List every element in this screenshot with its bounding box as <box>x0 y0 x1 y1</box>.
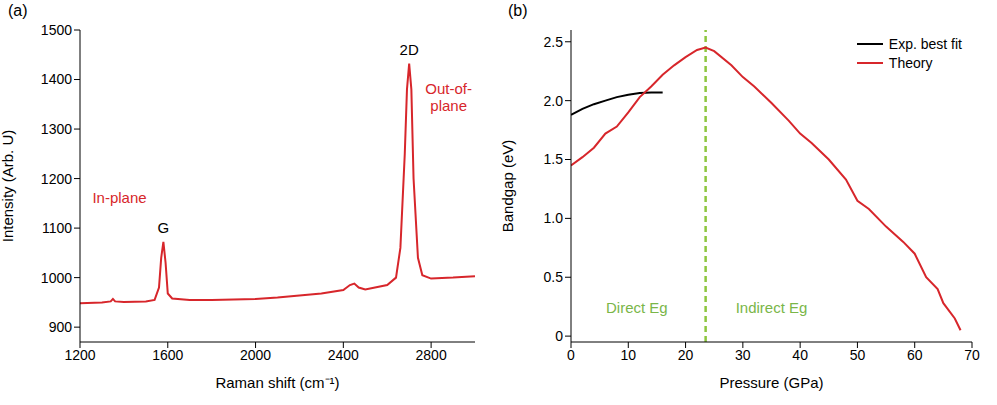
svg-text:Out-of-plane: Out-of-plane <box>425 80 472 114</box>
svg-text:1100: 1100 <box>42 220 72 236</box>
svg-text:Intensity (Arb. U): Intensity (Arb. U) <box>0 130 16 243</box>
svg-text:Bandgap (eV): Bandgap (eV) <box>500 140 516 233</box>
html-text:Theory: Theory <box>888 55 933 71</box>
svg-text:In-plane: In-plane <box>92 189 146 206</box>
svg-text:0.5: 0.5 <box>544 269 564 285</box>
svg-text:50: 50 <box>850 347 866 363</box>
svg-text:10: 10 <box>620 347 636 363</box>
svg-text:1500: 1500 <box>41 22 72 38</box>
svg-text:G: G <box>158 219 170 236</box>
svg-text:1400: 1400 <box>41 71 72 87</box>
svg-text:0: 0 <box>555 328 563 344</box>
svg-text:2.5: 2.5 <box>544 34 564 50</box>
svg-text:20: 20 <box>678 347 694 363</box>
svg-text:1200: 1200 <box>41 171 72 187</box>
svg-text:1200: 1200 <box>64 347 95 363</box>
svg-text:900: 900 <box>49 319 73 335</box>
html-text:(b): (b) <box>508 2 528 19</box>
svg-text:2000: 2000 <box>240 347 271 363</box>
svg-text:Pressure (GPa): Pressure (GPa) <box>719 374 823 391</box>
svg-text:Indirect Eg: Indirect Eg <box>736 299 808 316</box>
svg-text:2800: 2800 <box>416 347 447 363</box>
svg-text:40: 40 <box>792 347 808 363</box>
svg-text:Direct Eg: Direct Eg <box>606 299 668 316</box>
svg-text:2.0: 2.0 <box>544 93 564 109</box>
svg-text:30: 30 <box>735 347 751 363</box>
html-text:Exp. best fit: Exp. best fit <box>888 36 962 52</box>
svg-text:Raman shift (cm⁻¹): Raman shift (cm⁻¹) <box>215 374 339 391</box>
html-text:(a): (a) <box>8 2 28 19</box>
svg-text:70: 70 <box>964 347 980 363</box>
svg-text:1300: 1300 <box>41 121 72 137</box>
svg-text:2400: 2400 <box>328 347 359 363</box>
svg-text:60: 60 <box>907 347 923 363</box>
svg-text:0: 0 <box>567 347 575 363</box>
svg-text:2D: 2D <box>400 41 419 58</box>
svg-text:1.5: 1.5 <box>544 151 564 167</box>
svg-text:1.0: 1.0 <box>544 210 564 226</box>
svg-text:1000: 1000 <box>41 270 72 286</box>
svg-text:1600: 1600 <box>152 347 183 363</box>
